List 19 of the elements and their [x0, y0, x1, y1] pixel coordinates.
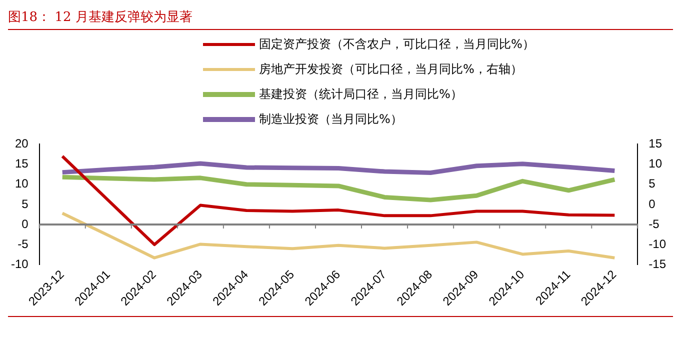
y-tick-label: 5 — [22, 196, 29, 211]
y2-tick-label: 10 — [648, 156, 662, 171]
y-tick-label: -5 — [18, 236, 29, 251]
y-tick-label: 20 — [14, 136, 29, 151]
y2-tick-label: 0 — [648, 196, 656, 211]
legend-label: 制造业投资（当月同比%） — [259, 111, 402, 128]
legend-label: 房地产开发投资（可比口径，当月同比%，右轴） — [259, 61, 522, 78]
legend-label: 基建投资（统计局口径，当月同比%） — [259, 86, 462, 103]
y2-tick-label: -15 — [648, 256, 666, 271]
y2-tick-label: 15 — [648, 136, 662, 151]
y-tick-label: -10 — [11, 256, 29, 271]
y2-tick-label: -10 — [648, 236, 666, 251]
y2-tick-label: 5 — [648, 176, 656, 191]
y-tick-label: 15 — [14, 156, 29, 171]
y-tick-label: 0 — [22, 216, 29, 231]
chart-title: 图18： 12 月基建反弹较为显著 — [8, 8, 673, 30]
y-tick-label: 10 — [14, 176, 29, 191]
y2-tick-label: -5 — [648, 216, 660, 231]
legend-label: 固定资产投资（不含农户，可比口径，当月同比%） — [259, 36, 534, 53]
